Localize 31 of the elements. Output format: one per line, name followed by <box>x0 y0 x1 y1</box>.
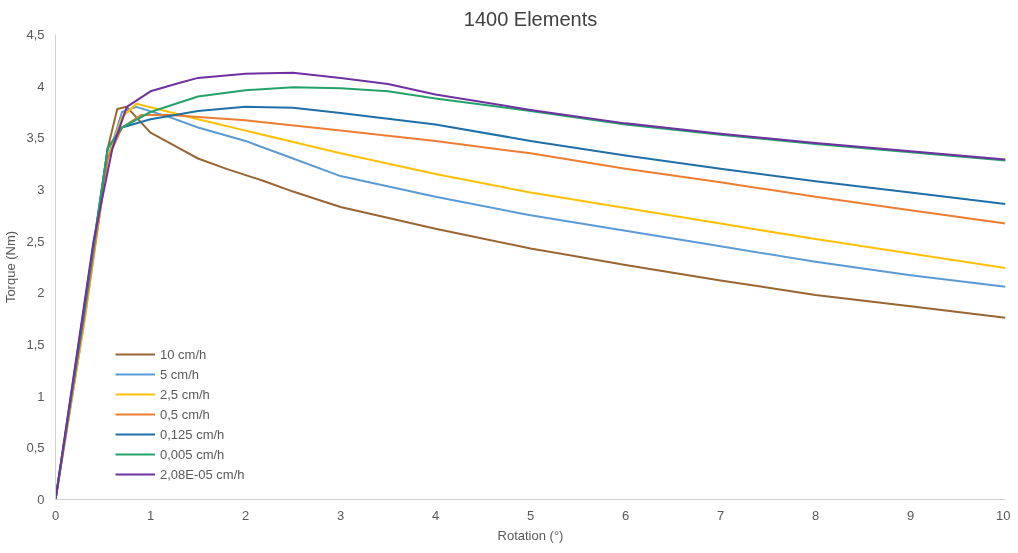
x-tick-label: 6 <box>621 507 630 523</box>
x-tick-label: 1 <box>146 507 155 523</box>
y-tick-label: 3 <box>37 182 45 197</box>
y-tick-label: 1 <box>37 388 45 404</box>
x-tick-label: 7 <box>716 507 725 523</box>
x-tick-label: 3 <box>336 507 345 523</box>
legend-label: 2,08E-05 cm/h <box>160 466 245 482</box>
y-tick-label: 4 <box>37 78 45 94</box>
legend-label: 0,5 cm/h <box>160 406 210 422</box>
x-tick-label: 0 <box>51 507 60 523</box>
x-tick-label: 2 <box>241 507 250 523</box>
legend-label: 0,125 cm/h <box>160 426 225 442</box>
y-tick-label: 0,5 <box>26 440 45 456</box>
x-tick-label: 8 <box>811 507 820 523</box>
legend-label: 10 cm/h <box>160 346 207 362</box>
legend-label: 5 cm/h <box>160 366 200 382</box>
legend-label: 2,5 cm/h <box>160 386 210 402</box>
y-tick-label: 0 <box>37 492 45 507</box>
y-tick-label: 4,5 <box>26 27 45 42</box>
y-tick-label: 1,5 <box>26 337 45 352</box>
y-tick-label: 3,5 <box>26 130 45 146</box>
y-tick-label: 2,5 <box>26 233 45 249</box>
legend-label: 0,005 cm/h <box>160 446 225 462</box>
x-tick-label: 4 <box>431 507 440 523</box>
chart-title: 1400 Elements <box>463 7 598 30</box>
x-axis-title: Rotation (°) <box>497 527 564 543</box>
x-tick-label: 5 <box>526 507 535 523</box>
x-tick-label: 10 <box>996 507 1011 523</box>
y-tick-label: 2 <box>37 285 45 301</box>
y-axis-title: Torque (Nm) <box>3 230 19 304</box>
x-tick-label: 9 <box>906 507 915 523</box>
